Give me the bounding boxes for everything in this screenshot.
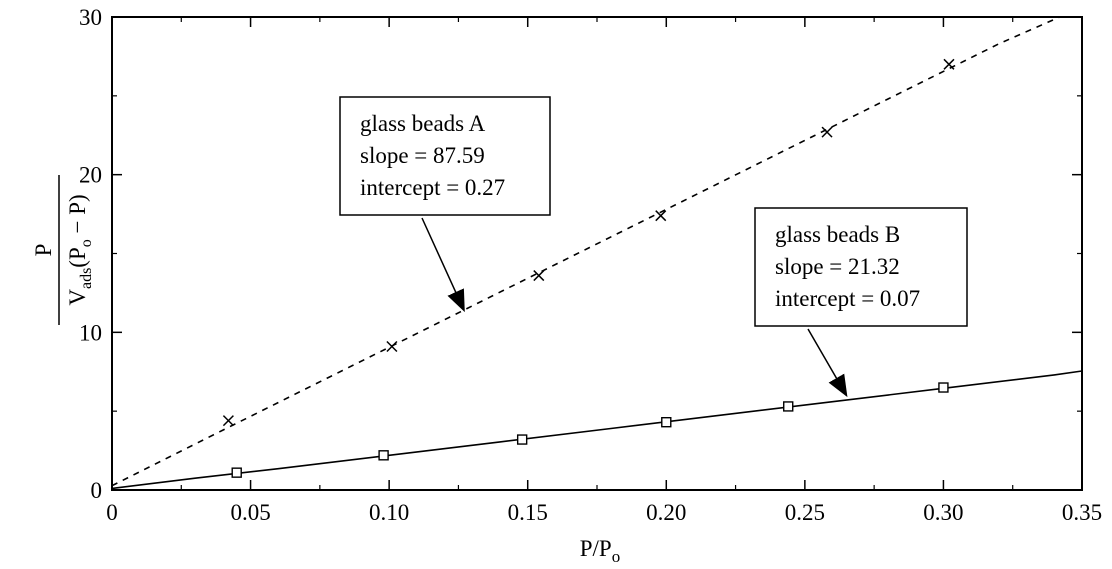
- y-tick-label: 0: [91, 478, 103, 503]
- annotation-frame: [754, 207, 968, 327]
- annotation-frame: [339, 96, 551, 216]
- marker-x: [222, 415, 234, 427]
- marker-x: [533, 270, 545, 282]
- x-axis-title: P/Po: [580, 536, 620, 566]
- marker-x-stroke: [821, 126, 833, 138]
- y-tick-label: 10: [79, 320, 102, 345]
- marker-square: [783, 401, 794, 412]
- marker-x-stroke: [222, 415, 234, 427]
- marker-x-stroke: [533, 270, 545, 282]
- y-tick-label: 30: [79, 5, 102, 30]
- annotation-arrow: [807, 328, 848, 398]
- marker-x-stroke: [943, 58, 955, 70]
- x-tick-label: 0.10: [369, 500, 409, 525]
- y-axis-title: P Vads(Po − P): [31, 175, 95, 325]
- x-tick-label: 0.05: [230, 500, 270, 525]
- series-line: [112, 17, 1061, 487]
- marker-square: [516, 434, 528, 445]
- marker-x: [821, 126, 833, 138]
- series-a: [112, 17, 1061, 487]
- marker-x-stroke: [386, 340, 398, 353]
- x-tick-label: 0.20: [646, 500, 686, 525]
- series-b: [112, 370, 1082, 490]
- x-tick-label: 0.35: [1062, 500, 1102, 525]
- series-layer: [112, 17, 1082, 490]
- x-tick-label: 0: [106, 500, 118, 525]
- annotation-box-a: glass beads A slope = 87.59 intercept = 0.…: [339, 96, 551, 313]
- axes: 0 0.05 0.10 0.15 0.20 0.25 0.30 0.35 0 10 20 30: [79, 5, 1102, 525]
- marker-square: [938, 382, 949, 393]
- annotation-line: intercept = 0.07: [775, 286, 920, 311]
- marker-square: [378, 450, 389, 461]
- marker-x: [386, 340, 398, 353]
- x-tick-label: 0.30: [923, 500, 963, 525]
- marker-square: [661, 417, 672, 428]
- annotation-line: glass beads A: [360, 111, 486, 136]
- annotation-line: intercept = 0.27: [360, 175, 505, 200]
- marker-x-stroke: [655, 210, 667, 222]
- series-line: [112, 370, 1082, 490]
- x-axis-title-subscript: o: [612, 547, 621, 566]
- annotation-arrow: [421, 217, 465, 313]
- annotation-line: glass beads B: [775, 222, 900, 247]
- y-axis-title-numerator: P: [31, 244, 56, 257]
- annotation-box-b: glass beads B slope = 21.32 intercept = 0.…: [754, 207, 968, 398]
- y-axis-title-denominator: Vads(Po − P): [65, 194, 95, 305]
- annotation-line: slope = 87.59: [360, 143, 485, 168]
- y-tick-label: 20: [79, 163, 102, 188]
- marker-square: [231, 467, 242, 478]
- marker-x: [655, 210, 667, 222]
- annotation-line: slope = 21.32: [775, 254, 900, 279]
- x-tick-label: 0.25: [785, 500, 825, 525]
- marker-x: [943, 58, 955, 70]
- annotations: glass beads A slope = 87.59 intercept = 0.…: [339, 96, 968, 398]
- x-tick-label: 0.15: [508, 500, 548, 525]
